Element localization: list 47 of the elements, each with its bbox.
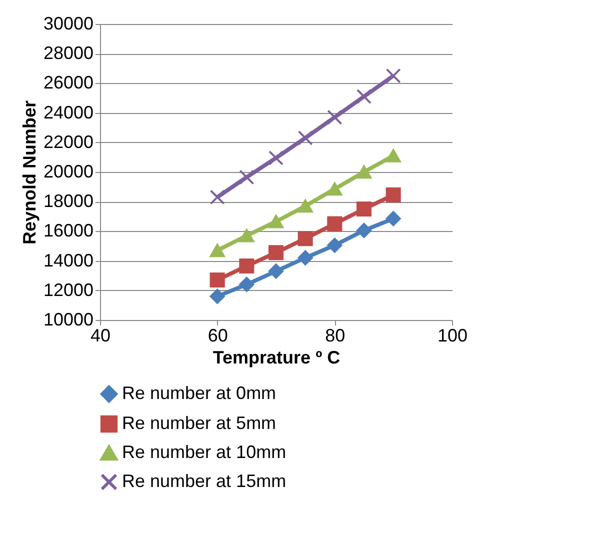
point [239,258,254,274]
point [386,211,401,226]
x-tick-label: 100 [437,326,468,346]
y-tick-label: 24000 [43,102,94,122]
legend-label: Re number at 15mm [122,471,286,491]
legend-label: Re number at 5mm [122,413,276,433]
point [298,130,313,146]
point [268,150,284,166]
x-tick-label: 60 [208,326,228,346]
legend-label: Re number at 10mm [122,442,286,462]
point [210,244,225,258]
point [386,149,401,162]
x-tick-label: 80 [325,326,346,346]
point [239,170,254,185]
y-tick-label: 20000 [43,162,94,182]
point [298,231,313,246]
point [327,182,342,196]
y-tick-label: 14000 [43,250,94,270]
x-axis-title: Temprature º C [212,348,340,368]
point [210,288,225,304]
point [356,201,372,217]
point [356,165,372,179]
point [386,187,401,202]
point [327,238,342,253]
point [356,89,372,104]
point [268,214,284,228]
y-tick-label: 22000 [43,132,94,152]
point [298,199,313,213]
y-tick-label: 16000 [43,220,94,241]
point [327,216,342,232]
point [268,264,284,279]
y-tick-label: 30000 [43,14,94,34]
point [386,68,401,84]
point [268,245,284,260]
point [239,228,254,242]
y-tick-label: 12000 [43,280,94,300]
point [327,110,342,125]
point [210,272,225,288]
y-tick-label: 18000 [43,191,94,212]
legend-label: Re number at 0mm [122,383,276,403]
point [239,276,254,292]
point [356,222,372,238]
point [298,250,313,266]
y-tick-label: 26000 [43,72,94,93]
point [210,190,225,205]
y-axis-title: Reynold Number [19,100,40,245]
y-tick-label: 28000 [43,43,94,64]
